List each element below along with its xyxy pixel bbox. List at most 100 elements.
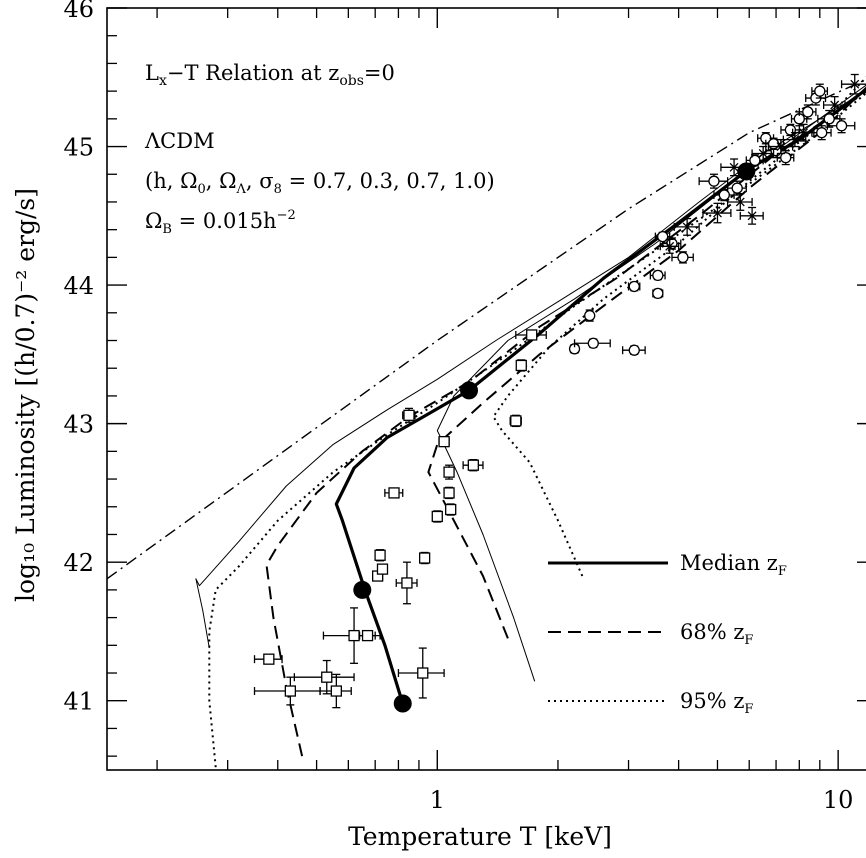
y-tick-label-2: 43: [63, 411, 94, 439]
series-line-dotted-6: [208, 91, 866, 768]
params-sub-lambda: Λ: [236, 182, 247, 197]
legend-label-0: Median zF: [680, 551, 787, 579]
chart-title: Lx−T Relation at zobs=0: [145, 61, 395, 89]
cross-point-b-6: [758, 149, 768, 158]
cosmology-params: (h, Ω0, ΩΛ, σ8 = 0.7, 0.3, 0.7, 1.0): [145, 169, 495, 197]
axis-ticks: 1 10 41 42 43 44 45 46: [63, 0, 866, 814]
y-axis-title: log₁₀ Luminosity [(h/0.7)⁻² erg/s]: [11, 188, 40, 602]
circle-point-5: [652, 287, 664, 300]
square-point-9: [401, 577, 413, 589]
square-point-11: [418, 552, 431, 564]
circle-point-24: [835, 120, 848, 132]
cross-point-b-0: [665, 241, 675, 251]
observation-points: [253, 73, 866, 709]
square-point-10: [417, 667, 429, 679]
baryon-param: ΩB = 0.015h−2: [145, 208, 296, 237]
square-point-13: [403, 409, 415, 421]
cross-point-b-9: [830, 100, 840, 110]
series-line-dashdot-0: [107, 78, 866, 580]
y-tick-label-0: 41: [63, 688, 94, 716]
legend-label-2: 95% zF: [680, 689, 753, 717]
params-d: = 0.7, 0.3, 0.7, 1.0): [282, 169, 495, 193]
cosmology-label: ΛCDM: [144, 129, 215, 153]
square-point-4: [348, 629, 360, 642]
circle-point-12: [731, 182, 743, 194]
square-point-14: [431, 510, 443, 523]
cross-point-b-2: [713, 208, 722, 218]
circle-point-2: [584, 309, 596, 322]
legend-label-text-2: 95% z: [680, 689, 744, 713]
legend-label-sub-2: F: [744, 702, 753, 717]
circle-point-11: [718, 189, 730, 201]
square-point-7: [374, 549, 386, 561]
params-c: , σ: [246, 169, 274, 193]
y-tick-label-1: 42: [63, 549, 94, 577]
cross-point-b-8: [799, 128, 809, 138]
square-point-12: [388, 487, 400, 499]
y-tick-label-5: 46: [63, 0, 94, 23]
square-point-5: [361, 629, 374, 642]
title-l: L: [145, 61, 159, 85]
series-line-solid-3: [436, 84, 866, 682]
square-point-8: [376, 563, 389, 575]
series-line-dashed-5: [427, 86, 866, 639]
circle-point-3: [628, 344, 640, 356]
marker-point-2: [460, 381, 479, 400]
marker-point-1: [353, 580, 372, 599]
params-sub-0: 0: [197, 182, 205, 197]
plot-frame: [106, 7, 866, 771]
legend-label-sub-0: F: [778, 564, 787, 579]
square-point-2: [321, 671, 333, 683]
title-end: =0: [364, 61, 395, 85]
baryon-a: Ω: [145, 209, 162, 233]
circle-point-23: [823, 113, 835, 125]
circle-point-6: [652, 269, 664, 282]
square-point-18: [445, 503, 457, 516]
circle-point-13: [749, 154, 761, 167]
circle-point-4: [628, 280, 640, 293]
square-point-22: [526, 329, 538, 341]
cross-point-b-5: [729, 162, 739, 172]
legend-label-text-0: Median z: [680, 551, 778, 575]
square-point-0: [263, 653, 275, 665]
marker-point-0: [393, 694, 412, 713]
x-tick-label-1: 10: [823, 786, 854, 814]
circle-point-8: [657, 230, 669, 243]
series-line-dotted-7: [492, 76, 866, 577]
legend-label-sub-1: F: [744, 633, 753, 648]
cross-point-b-1: [682, 222, 692, 232]
square-point-19: [467, 459, 479, 471]
circle-point-17: [784, 124, 797, 136]
circle-point-9: [677, 251, 689, 264]
y-tick-label-4: 45: [63, 134, 94, 162]
series-line-dashed-4: [265, 90, 866, 757]
params-sub-8: 8: [274, 182, 282, 197]
cross-point-b-7: [776, 142, 786, 152]
baryon-b: = 0.015h: [172, 209, 277, 233]
params-b: , Ω: [206, 169, 237, 193]
series-line-solid-2: [195, 90, 866, 649]
title-z-sub: obs: [339, 73, 364, 89]
cross-point-b-10: [850, 79, 860, 89]
marker-points: [353, 162, 756, 713]
cross-point-b-11: [790, 135, 800, 145]
baryon-sup: −2: [277, 208, 296, 223]
square-point-3: [330, 685, 342, 697]
circle-point-22: [816, 127, 828, 139]
circle-point-16: [780, 151, 792, 164]
square-point-17: [443, 466, 455, 478]
title-l-sub: x: [159, 73, 167, 89]
square-point-16: [443, 487, 455, 499]
cross-point-b-4: [747, 211, 757, 221]
circle-point-21: [814, 85, 826, 97]
square-point-15: [438, 435, 450, 448]
legend-label-1: 68% zF: [680, 620, 753, 648]
square-point-20: [510, 415, 522, 427]
square-point-21: [515, 359, 527, 372]
circle-point-10: [708, 175, 720, 187]
circle-point-1: [587, 337, 599, 349]
circle-point-19: [802, 106, 814, 118]
square-point-1: [284, 685, 296, 697]
